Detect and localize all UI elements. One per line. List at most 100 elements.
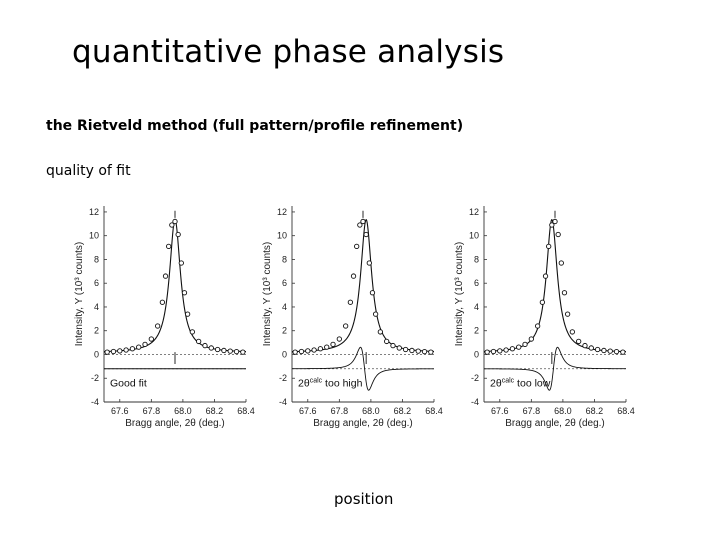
- observed-point: [558, 260, 564, 266]
- y-tick-label: -4: [471, 397, 479, 407]
- observed-point: [117, 348, 123, 354]
- observed-point: [202, 342, 208, 349]
- y-tick-label: 2: [94, 326, 99, 336]
- observed-point: [534, 323, 541, 329]
- y-tick-label: 12: [89, 207, 99, 217]
- y-tick-label: 10: [277, 231, 287, 241]
- observed-point: [298, 348, 305, 355]
- observed-point: [522, 341, 528, 348]
- annotation-superscript: calc: [502, 378, 515, 385]
- observed-point: [240, 349, 246, 355]
- observed-point: [503, 347, 509, 353]
- y-tick-label: 8: [94, 254, 99, 264]
- position-label: position: [334, 490, 394, 508]
- annotation-suffix: too low: [514, 378, 551, 390]
- x-tick-label: 67.8: [331, 406, 349, 416]
- chart-panel-too-high: -4 -2 0 2 4 6 8 10 12 67.6 67.8 68.0 68.2 68.4 Bragg a…: [258, 196, 448, 436]
- section-label: quality of fit: [46, 163, 131, 179]
- observed-point: [369, 290, 376, 296]
- observed-point: [390, 342, 396, 349]
- observed-point: [516, 344, 522, 350]
- observed-point: [552, 218, 558, 225]
- annotation-prefix: 2θ: [298, 378, 310, 390]
- slide-title: quantitative phase analysis: [72, 34, 505, 70]
- y-tick-label: -2: [279, 373, 287, 383]
- chart-svg: -4 -2 0 2 4 6 8 10 12 67.6 67.8 68.0 68.2 68.4 Bragg a…: [454, 206, 635, 429]
- observed-point: [497, 348, 503, 354]
- observed-point: [330, 341, 336, 348]
- observed-point: [305, 348, 311, 354]
- annotation-prefix: 2θ: [490, 378, 502, 390]
- x-tick-label: 68.4: [237, 406, 255, 416]
- observed-point: [428, 349, 434, 355]
- y-tick-label: -2: [91, 373, 99, 383]
- observed-point: [490, 348, 497, 355]
- observed-point: [366, 260, 372, 266]
- observed-point: [292, 349, 298, 355]
- observed-point: [311, 347, 317, 353]
- observed-point: [607, 348, 613, 354]
- observed-point: [582, 342, 588, 349]
- observed-point: [542, 273, 549, 279]
- x-tick-label: 67.6: [299, 406, 317, 416]
- y-tick-label: 8: [282, 254, 287, 264]
- observed-point: [561, 290, 568, 296]
- observed-point: [208, 345, 214, 351]
- x-tick-label: 68.0: [362, 406, 380, 416]
- observed-point: [166, 243, 172, 250]
- slide-subtitle: the Rietveld method (full pattern/profil…: [46, 118, 464, 134]
- x-tick-label: 67.8: [523, 406, 541, 416]
- chart-svg: -4 -2 0 2 4 6 8 10 12 67.6 67.8 68.0 68.2 68.4 Bragg a…: [74, 206, 255, 429]
- chart-svg: -4 -2 0 2 4 6 8 10 12 67.6 67.8 68.0 68.2 68.4 Bragg a…: [262, 206, 443, 429]
- y-axis-title: Intensity, Y (10³ counts): [74, 242, 85, 347]
- y-tick-label: 0: [282, 349, 287, 359]
- observed-point: [175, 231, 181, 238]
- fit-annotation: 2θcalc too low: [490, 378, 551, 390]
- observed-point: [142, 341, 148, 348]
- observed-point: [415, 348, 421, 354]
- x-tick-label: 68.0: [554, 406, 572, 416]
- y-tick-label: 12: [469, 207, 479, 217]
- fit-annotation: 2θcalc too high: [298, 378, 363, 390]
- observed-point: [613, 348, 620, 355]
- observed-point: [154, 323, 161, 329]
- observed-point: [402, 346, 409, 353]
- observed-point: [324, 344, 330, 350]
- x-axis-title: Bragg angle, 2θ (deg.): [125, 418, 225, 429]
- observed-point: [360, 218, 366, 225]
- y-tick-label: 2: [282, 326, 287, 336]
- observed-point: [169, 222, 175, 228]
- observed-point: [178, 260, 184, 266]
- observed-point: [129, 346, 136, 352]
- observed-point: [546, 243, 552, 250]
- y-tick-label: 6: [282, 278, 287, 288]
- observed-point: [123, 347, 129, 353]
- annotation-superscript: calc: [310, 378, 323, 385]
- observed-point: [196, 338, 202, 345]
- x-axis-title: Bragg angle, 2θ (deg.): [505, 418, 605, 429]
- y-tick-label: -2: [471, 373, 479, 383]
- y-tick-label: -4: [91, 397, 99, 407]
- x-tick-label: 68.4: [617, 406, 635, 416]
- difference-curve: [291, 346, 434, 391]
- y-tick-label: 6: [474, 278, 479, 288]
- observed-point: [421, 348, 428, 355]
- observed-point: [347, 299, 354, 305]
- observed-point: [214, 346, 221, 353]
- observed-point: [377, 329, 384, 335]
- x-axis-title: Bragg angle, 2θ (deg.): [313, 418, 413, 429]
- y-tick-label: 12: [277, 207, 287, 217]
- y-axis-title: Intensity, Y (10³ counts): [262, 242, 273, 347]
- observed-point: [396, 345, 402, 351]
- x-tick-label: 67.6: [111, 406, 129, 416]
- observed-point: [555, 231, 561, 238]
- y-tick-label: 8: [474, 254, 479, 264]
- observed-point: [509, 346, 516, 352]
- observed-point: [594, 346, 601, 353]
- observed-point: [336, 336, 342, 342]
- observed-point: [601, 347, 607, 354]
- observed-point: [484, 349, 490, 355]
- calculated-profile-line: [483, 218, 627, 353]
- x-tick-label: 67.8: [143, 406, 161, 416]
- observed-point: [539, 299, 546, 305]
